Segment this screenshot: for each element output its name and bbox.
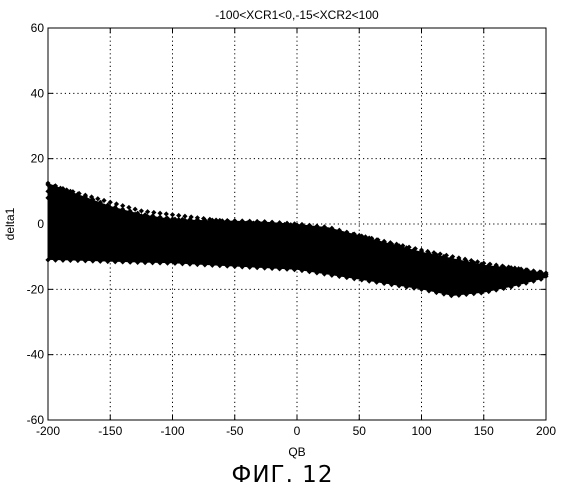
scatter-chart: -200-150-100-50050100150200 -60-40-20020… — [0, 0, 565, 460]
y-tick-label-1: -40 — [27, 348, 45, 362]
y-tick-label-3: 0 — [37, 217, 44, 231]
y-tick-label-0: -60 — [27, 413, 45, 427]
x-tick-label-6: 100 — [411, 424, 431, 438]
x-tick-label-5: 50 — [353, 424, 367, 438]
y-tick-label-5: 40 — [31, 86, 45, 100]
x-axis-label: QB — [288, 445, 305, 459]
x-tick-label-3: -50 — [226, 424, 244, 438]
y-tick-label-6: 60 — [31, 21, 45, 35]
x-tick-label-4: 0 — [294, 424, 301, 438]
y-axis-label: delta1 — [3, 207, 17, 240]
y-tick-label-2: -20 — [27, 282, 45, 296]
figure-caption: ФИГ. 12 — [0, 462, 565, 488]
x-tick-label-8: 200 — [536, 424, 556, 438]
x-tick-label-2: -100 — [160, 424, 184, 438]
y-tick-label-4: 20 — [31, 152, 45, 166]
x-tick-label-1: -150 — [98, 424, 122, 438]
x-tick-label-7: 150 — [474, 424, 494, 438]
chart-title: -100<XCR1<0,-15<XCR2<100 — [215, 8, 379, 22]
